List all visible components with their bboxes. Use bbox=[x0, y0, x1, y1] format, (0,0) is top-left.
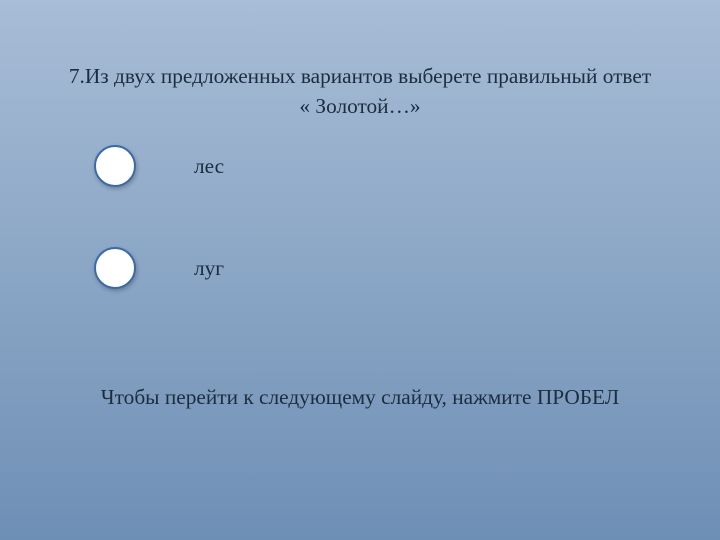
radio-button-2[interactable] bbox=[94, 247, 136, 289]
quiz-slide: 7.Из двух предложенных вариантов выберет… bbox=[0, 0, 720, 540]
option-row: лес bbox=[94, 145, 224, 187]
question-line-2: « Золотой…» bbox=[0, 92, 720, 122]
radio-button-1[interactable] bbox=[94, 145, 136, 187]
option-label-1: лес bbox=[194, 154, 224, 179]
option-row: луг bbox=[94, 247, 224, 289]
option-label-2: луг bbox=[194, 256, 224, 281]
question-line-1: 7.Из двух предложенных вариантов выберет… bbox=[0, 62, 720, 92]
question-text: 7.Из двух предложенных вариантов выберет… bbox=[0, 62, 720, 122]
navigation-hint: Чтобы перейти к следующему слайду, нажми… bbox=[0, 385, 720, 410]
options-group: лес луг bbox=[94, 145, 224, 349]
